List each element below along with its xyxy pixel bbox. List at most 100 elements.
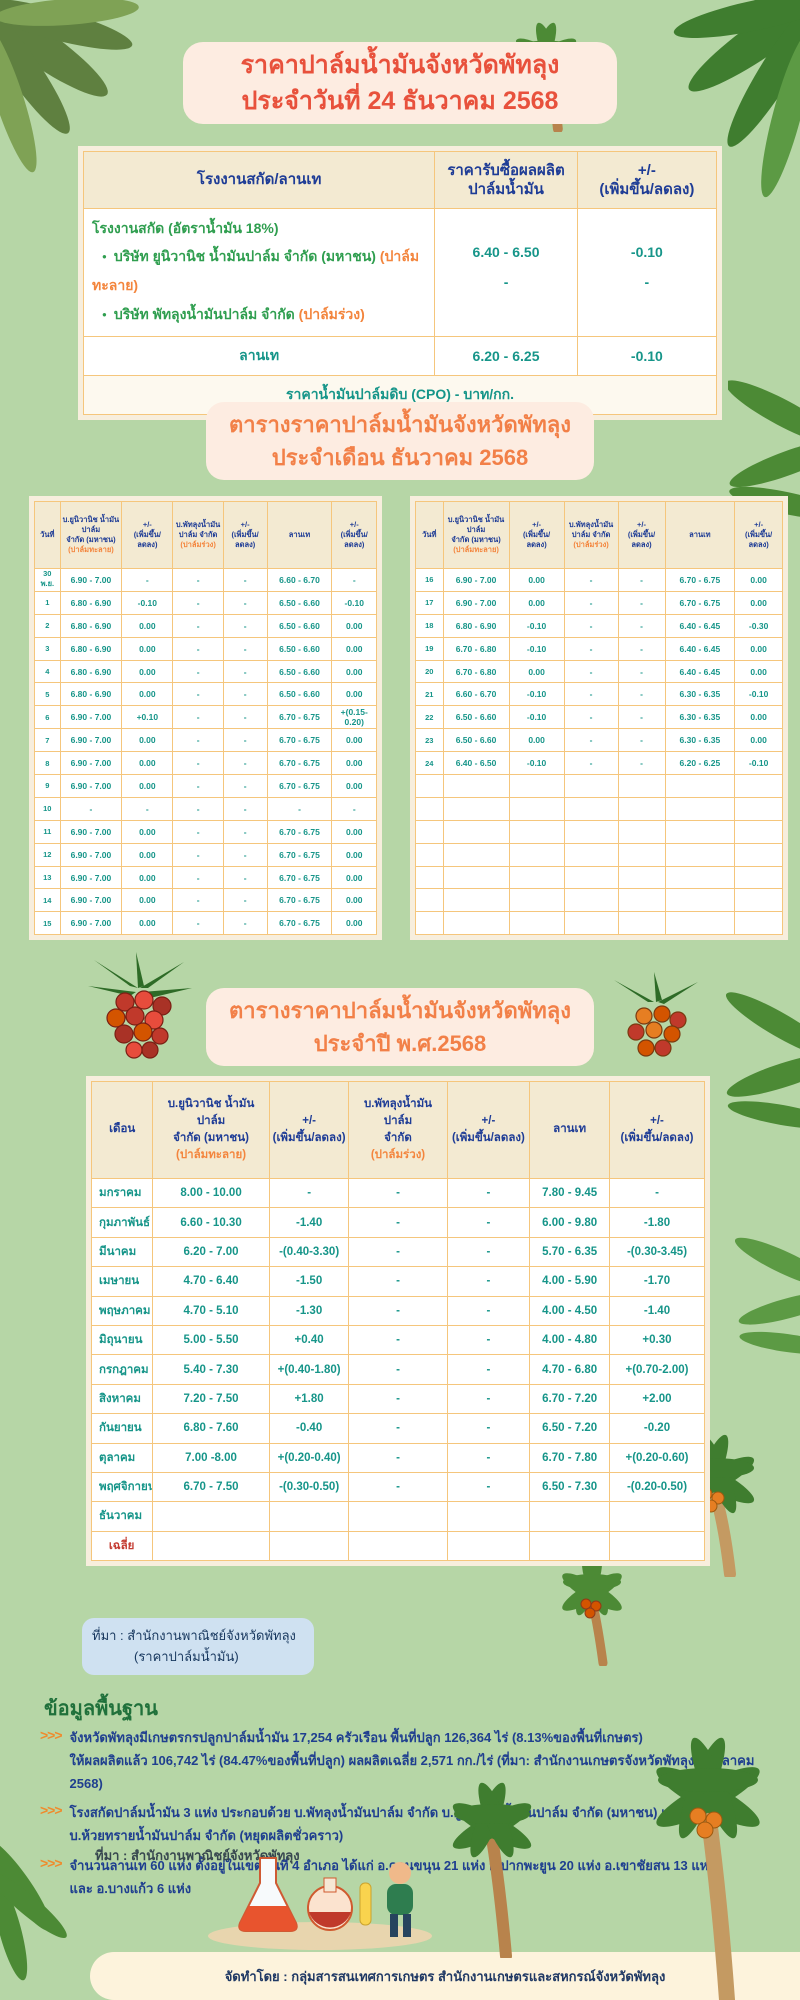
table-cell	[664, 911, 736, 936]
table-cell: -0.10	[331, 590, 377, 615]
table-cell: 6.70 - 6.75	[266, 842, 333, 867]
table-cell: -0.40	[268, 1413, 350, 1444]
col-label: บ.พัทลุงน้ำมัน ปาล์ม จำกัด	[175, 519, 221, 539]
monthly-table-days-16-24: วันที่ บ.ยูนิวานิช น้ำมัน ปาล์ม จำกัด (ม…	[410, 496, 788, 941]
table-row: 1 6.80 - 6.90 -0.10- -6.50 - 6.60 -0.10	[34, 590, 377, 615]
table-cell: -	[446, 1324, 531, 1356]
company-line: ● บริษัท พัทลุงน้ำมันปาล์ม จำกัด (ปาล์มร่…	[92, 300, 430, 329]
table-cell: -	[617, 728, 666, 753]
triple-chevron-icon: >>>	[40, 1802, 63, 1819]
table-cell: -	[446, 1471, 531, 1503]
table-cell: 6.60 - 6.70	[442, 682, 510, 707]
table-row	[415, 819, 783, 844]
table-cell: -	[617, 705, 666, 730]
table-cell: -(0.20-0.50)	[608, 1471, 706, 1503]
table-cell: -0.30	[734, 613, 783, 638]
table-cell: 6.70 - 6.75	[266, 911, 333, 936]
table-cell	[508, 796, 565, 821]
table-row: 6 6.90 - 7.00 +0.10- -6.70 - 6.75 +(0.15-0.2…	[34, 705, 377, 730]
table-cell: 6.00 - 9.80	[529, 1207, 610, 1238]
col-header-date: วันที่	[415, 501, 444, 569]
daily-price-table: โรงงานสกัด/ลานเท ราคารับซื้อผลผลิต ปาล์ม…	[78, 146, 722, 420]
table-cell: -	[563, 568, 619, 592]
table-cell: 6.70 - 6.80	[442, 659, 510, 684]
table-cell	[415, 774, 444, 798]
table-cell: -	[563, 590, 619, 615]
table-cell: 6.30 - 6.35	[664, 682, 736, 707]
table-cell	[734, 819, 783, 844]
table-cell: 6.40 - 6.45	[664, 659, 736, 684]
triple-chevron-icon: >>>	[40, 1727, 63, 1743]
factory-price-cell: 6.40 - 6.50 -	[434, 208, 578, 337]
table-cell: 6.90 - 7.00	[59, 568, 123, 592]
table-cell: 5	[34, 682, 61, 707]
table-cell: 6.50 - 6.60	[266, 636, 333, 661]
table-cell: -	[563, 728, 619, 753]
table-cell: 30 พ.ย.	[34, 568, 61, 592]
table-cell: มกราคม	[90, 1177, 154, 1209]
table-cell	[664, 842, 736, 867]
table-cell: -1.80	[608, 1207, 706, 1238]
table-cell: +(0.15-0.20)	[331, 705, 377, 730]
table-cell: 6.20 - 6.25	[664, 751, 736, 776]
col-header-univanich: บ.ยูนิวานิช น้ำมัน ปาล์ม จำกัด (มหาชน) (ป…	[59, 501, 123, 569]
table-row: 10- - - - - -	[34, 796, 377, 821]
table-cell: -	[446, 1295, 531, 1326]
yearly-title-line1: ตารางราคาปาล์มน้ำมันจังหวัดพัทลุง	[228, 998, 572, 1023]
table-cell: -	[348, 1354, 448, 1385]
table-row: 18 6.80 - 6.90 -0.10- -6.40 - 6.45 -0.30	[415, 613, 783, 638]
table-cell: -	[617, 613, 666, 638]
table-cell: กุมภาพันธ์	[90, 1207, 154, 1238]
table-cell	[152, 1530, 270, 1562]
table-row	[415, 911, 783, 936]
table-cell: -	[446, 1442, 531, 1473]
table-cell: -	[446, 1207, 531, 1238]
table-cell: พฤษภาคม	[90, 1295, 154, 1326]
table-row: มีนาคม 6.20 - 7.00 -(0.40-3.30) - -5.70 - 6.…	[90, 1236, 706, 1268]
monthly-title-line1: ตารางราคาปาล์มน้ำมันจังหวัดพัทลุง	[228, 412, 572, 437]
col-label: +/- (เพิ่มขึ้น/ ลดลง)	[133, 519, 161, 550]
table-cell: 0.00	[508, 728, 565, 753]
table-cell: -	[172, 888, 224, 913]
table-cell	[664, 796, 736, 821]
table-row: สิงหาคม 7.20 - 7.50 +1.80- -6.70 - 7.20 +2.0…	[90, 1383, 706, 1415]
col-header-univanich: บ.ยูนิวานิช น้ำมัน ปาล์ม จำกัด (มหาชน) (ป…	[442, 501, 510, 569]
table-row: 15 6.90 - 7.00 0.00- -6.70 - 6.75 0.00	[34, 911, 377, 936]
yearly-section-title: ตารางราคาปาล์มน้ำมันจังหวัดพัทลุง ประจำป…	[206, 988, 594, 1066]
table-cell: -	[563, 682, 619, 707]
daily-col-price: ราคารับซื้อผลผลิต ปาล์มน้ำมัน	[434, 151, 578, 209]
table-cell: ธันวาคม	[90, 1501, 154, 1532]
table-cell: -	[446, 1236, 531, 1268]
table-cell	[617, 911, 666, 936]
table-cell	[442, 888, 510, 913]
table-cell: -1.50	[268, 1266, 350, 1297]
table-cell: 6.90 - 7.00	[59, 774, 123, 798]
table-cell: 0.00	[734, 659, 783, 684]
table-row: 3 6.80 - 6.90 0.00- -6.50 - 6.60 0.00	[34, 636, 377, 661]
col-label: บ.ยูนิวานิช น้ำมัน ปาล์ม จำกัด (มหาชน)	[447, 514, 505, 544]
table-cell: 8.00 - 10.00	[152, 1177, 270, 1209]
table-cell	[734, 842, 783, 867]
page-title-line1: ราคาปาล์มน้ำมันจังหวัดพัทลุง	[240, 50, 560, 79]
table-cell: 6.80 - 7.60	[152, 1413, 270, 1444]
col-label: ลานเท	[553, 1123, 587, 1136]
table-cell	[508, 865, 565, 890]
table-cell	[446, 1530, 531, 1562]
table-cell: +2.00	[608, 1383, 706, 1415]
factory-name-cell: โรงงานสกัด (อัตราน้ำมัน 18%) ● บริษัท ยูน…	[82, 208, 436, 337]
table-row: 9 6.90 - 7.00 0.00- -6.70 - 6.75 0.00	[34, 774, 377, 798]
basics-bullet-list: >>> จังหวัดพัทลุงมีเกษตรกรปลูกปาล์มน้ำมั…	[40, 1727, 788, 1907]
table-cell: 6.90 - 7.00	[59, 728, 123, 753]
table-cell: 0.00	[331, 842, 377, 867]
col-sublabel: (ปาล์มร่วง)	[573, 540, 609, 550]
table-cell: -	[563, 705, 619, 730]
monthly-section-title: ตารางราคาปาล์มน้ำมันจังหวัดพัทลุง ประจำเ…	[206, 402, 594, 480]
table-cell: 0.00	[331, 636, 377, 661]
table-row: 30 พ.ย. 6.90 - 7.00- - -6.60 - 6.70-	[34, 568, 377, 592]
table-cell	[617, 888, 666, 913]
info-bullet: >>> จังหวัดพัทลุงมีเกษตรกรปลูกปาล์มน้ำมั…	[40, 1727, 788, 1795]
table-cell: พฤศจิกายน	[90, 1471, 154, 1503]
table-cell: 6.90 - 7.00	[59, 865, 123, 890]
table-cell: -	[331, 568, 377, 592]
table-cell: 2	[34, 613, 61, 638]
